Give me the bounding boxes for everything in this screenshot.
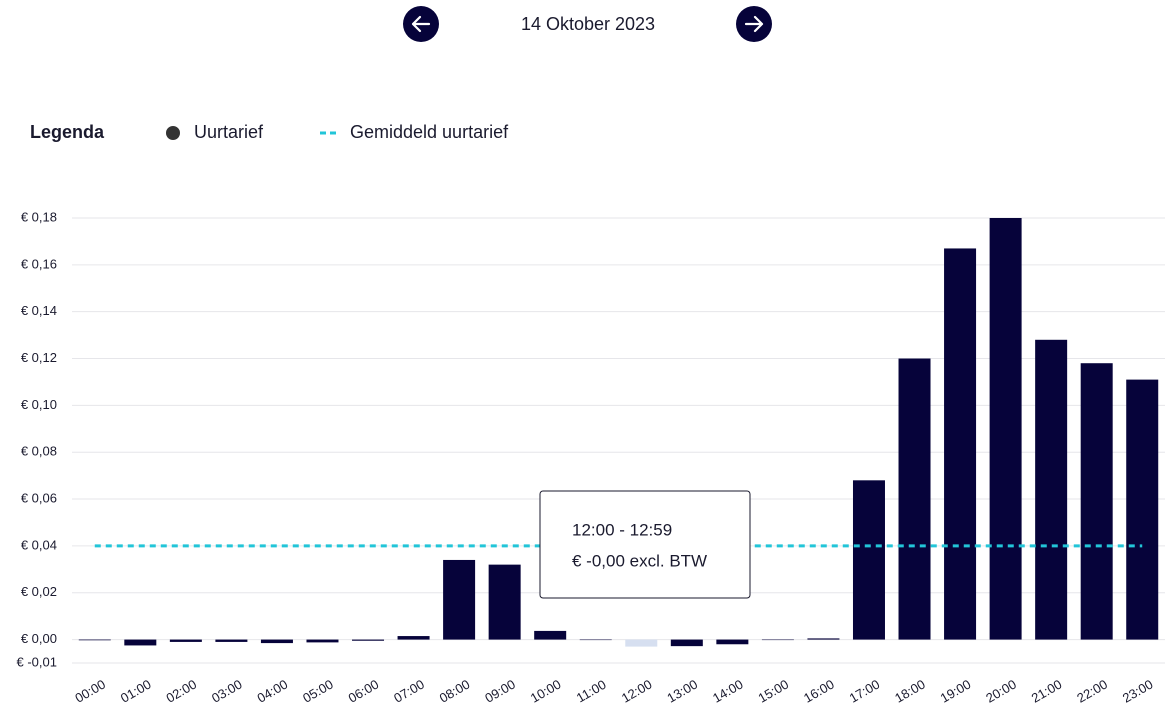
bar	[260, 639, 293, 644]
bar	[944, 248, 977, 640]
bar	[443, 559, 476, 640]
bar	[78, 639, 111, 641]
x-tick-label: 05:00	[300, 676, 336, 705]
bar	[488, 564, 521, 640]
y-tick-label: € -0,01	[17, 654, 57, 669]
x-tick-label: 13:00	[664, 676, 700, 705]
plot: € -0,01 € 0,00 € 0,02 € 0,04 € 0,06 € 0,08 € 0…	[17, 209, 1165, 706]
y-tick-label: € 0,02	[21, 584, 57, 599]
bar	[898, 358, 931, 640]
y-tick-label: € 0,12	[21, 350, 57, 365]
y-tick-label: € 0,14	[21, 303, 57, 318]
bar	[1080, 363, 1113, 640]
bar	[716, 639, 749, 645]
x-tick-label: 07:00	[391, 676, 427, 705]
prev-arrow	[411, 15, 431, 33]
x-tick-label: 01:00	[118, 676, 154, 705]
legend-dot	[166, 126, 180, 140]
x-tick-label: 18:00	[892, 676, 928, 705]
x-tick-label: 16:00	[801, 676, 837, 705]
bar	[807, 638, 840, 640]
bar	[306, 639, 339, 643]
bar	[169, 639, 202, 642]
x-tick-label: 15:00	[756, 676, 792, 705]
date-label: 14 Oktober 2023	[521, 14, 655, 34]
tooltip-box	[539, 490, 751, 599]
x-tick-label: 21:00	[1029, 676, 1065, 705]
x-tick-label: 11:00	[574, 677, 609, 706]
x-tick-label: 14:00	[710, 676, 746, 705]
next-day-button[interactable]	[736, 6, 772, 42]
x-tick-label: 17:00	[847, 676, 883, 705]
bar	[1126, 379, 1159, 640]
x-tick-label: 23:00	[1120, 676, 1156, 705]
bar	[852, 480, 885, 640]
x-tick-label: 10:00	[528, 676, 564, 705]
tooltip-price: € -0,00 excl. BTW	[572, 551, 707, 570]
x-tick-label: 19:00	[938, 676, 974, 705]
y-tick-label: € 0,16	[21, 256, 57, 271]
y-tick-label: € 0,00	[21, 631, 57, 646]
bar	[1035, 339, 1068, 640]
x-tick-label: 06:00	[346, 676, 382, 705]
x-tick-label: 03:00	[209, 676, 245, 705]
y-tick-label: € 0,10	[21, 397, 57, 412]
bar	[215, 639, 248, 642]
next-arrow	[744, 15, 764, 33]
x-tick-label: 04:00	[255, 676, 291, 705]
bar	[670, 639, 703, 647]
bar	[579, 639, 612, 641]
legend-bar-label: Uurtarief	[194, 122, 264, 142]
x-tick-label: 08:00	[437, 676, 473, 705]
bar	[625, 639, 658, 647]
y-tick-label: € 0,06	[21, 490, 57, 505]
tooltip: 12:00 - 12:59 € -0,00 excl. BTW	[539, 490, 751, 599]
y-tick-label: € 0,08	[21, 444, 57, 459]
bar	[397, 636, 430, 640]
legend-title: Legenda	[30, 122, 105, 142]
bar	[124, 639, 157, 646]
x-tick-label: 02:00	[163, 676, 199, 705]
x-tick-label: 20:00	[983, 676, 1019, 705]
x-tick-label: 22:00	[1074, 676, 1110, 705]
legend-line-label: Gemiddeld uurtarief	[350, 122, 509, 142]
y-tick-label: € 0,18	[21, 209, 57, 224]
bar	[761, 639, 794, 641]
tooltip-time: 12:00 - 12:59	[572, 520, 672, 539]
bar	[989, 218, 1022, 640]
bar	[352, 639, 385, 641]
prev-day-button[interactable]	[403, 6, 439, 42]
x-tick-label: 09:00	[482, 676, 518, 705]
x-tick-label: 12:00	[619, 676, 655, 705]
bar	[534, 630, 567, 640]
y-tick-label: € 0,04	[21, 537, 57, 552]
x-tick-label: 00:00	[72, 676, 108, 705]
